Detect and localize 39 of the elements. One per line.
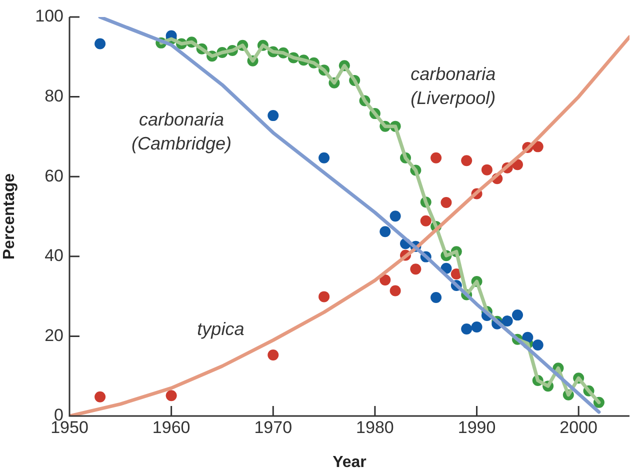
point <box>318 152 330 164</box>
point <box>430 292 442 303</box>
y-tick-label: 40 <box>44 246 64 266</box>
x-tick-label: 1980 <box>356 418 394 437</box>
point <box>481 164 492 176</box>
y-tick-label: 20 <box>44 326 64 345</box>
point <box>390 285 401 296</box>
point <box>166 390 177 402</box>
point <box>268 349 279 360</box>
y-axis-title: Percentage <box>1 173 18 260</box>
x-tick-label: 1960 <box>152 418 190 437</box>
point <box>268 110 279 122</box>
x-tick-label: 1990 <box>458 418 496 437</box>
point <box>410 264 422 275</box>
point <box>440 197 452 208</box>
annotation: carbonaria (Liverpool) <box>410 64 496 108</box>
x-axis-title: Year <box>332 454 366 471</box>
x-tick-label: 2000 <box>560 418 598 437</box>
point <box>318 291 330 302</box>
annotation: carbonaria (Cambridge) <box>131 110 232 154</box>
point <box>390 210 401 222</box>
point <box>380 226 391 238</box>
point <box>532 339 544 350</box>
point <box>461 324 472 335</box>
point <box>461 155 472 166</box>
point <box>94 38 106 50</box>
annotation: typica <box>197 319 244 340</box>
y-tick-label: 100 <box>35 6 64 26</box>
y-tick-label: 60 <box>44 166 64 186</box>
point <box>502 316 513 327</box>
y-tick-label: 80 <box>44 86 64 106</box>
point <box>94 391 106 402</box>
point <box>420 215 432 226</box>
point <box>380 274 391 286</box>
point <box>512 310 523 321</box>
point <box>471 322 482 333</box>
point <box>532 141 544 152</box>
point <box>430 152 442 164</box>
x-tick-label: 1970 <box>254 418 292 437</box>
